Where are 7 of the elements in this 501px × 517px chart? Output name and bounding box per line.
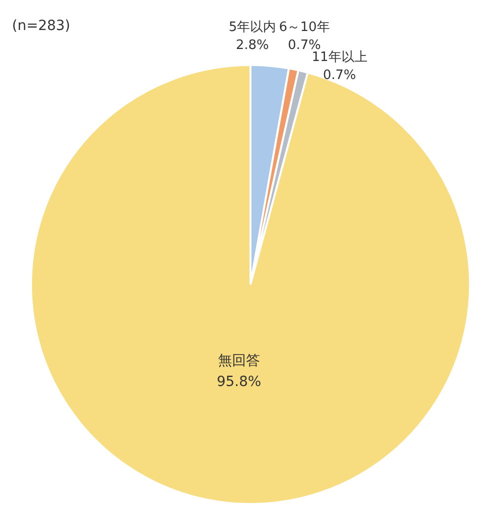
slice-label: 無回答 — [218, 353, 260, 370]
data-label: 0.7% — [323, 68, 356, 83]
text: (n=283) — [12, 18, 70, 34]
slice-label: 5年以内 — [228, 20, 276, 35]
data-label: 95.8% — [216, 374, 262, 390]
data-label: 2.8% — [236, 38, 269, 53]
slice-label: 6～10年 — [278, 20, 330, 35]
